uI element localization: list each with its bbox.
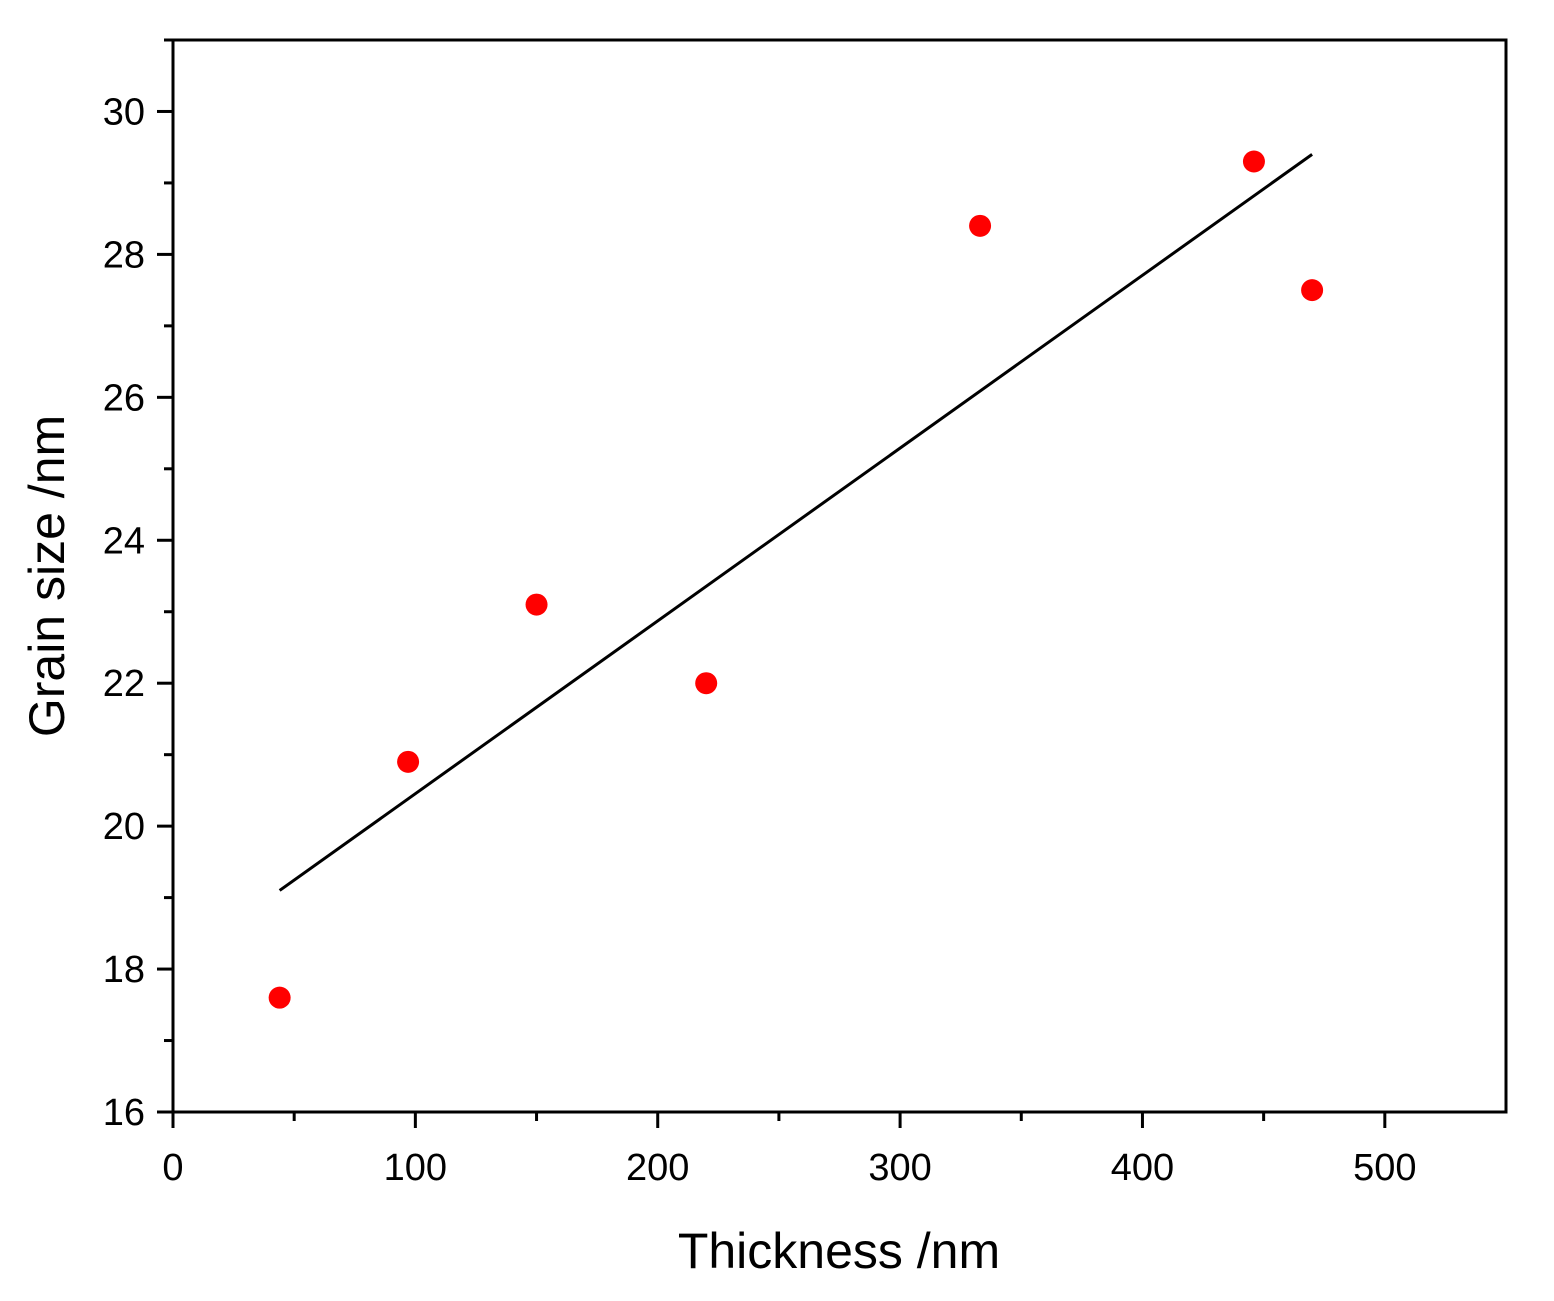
plot-frame (171, 38, 1508, 1114)
x-tick-label: 0 (162, 1147, 183, 1189)
y-tick-label: 16 (103, 1092, 145, 1134)
y-axis-title: Grain size /nm (19, 415, 75, 737)
x-tick-label: 200 (626, 1147, 689, 1189)
data-point (525, 593, 548, 616)
data-point (969, 214, 992, 237)
y-axis-tick-labels: 16 18 20 22 24 26 28 30 (103, 91, 145, 1134)
fit-line-layer (278, 153, 1313, 892)
y-tick-label: 18 (103, 949, 145, 991)
fit-line (278, 153, 1313, 892)
y-tick-label: 30 (103, 91, 145, 133)
y-tick-label: 22 (103, 663, 145, 705)
data-point (397, 750, 420, 773)
data-point (1301, 279, 1324, 302)
data-points-layer (268, 150, 1324, 1009)
y-tick-label: 24 (103, 520, 145, 562)
y-axis-ticks (157, 38, 173, 1114)
x-tick-label: 100 (384, 1147, 447, 1189)
data-point (695, 672, 718, 695)
x-axis-tick-labels: 0 100 200 300 400 500 (162, 1147, 1416, 1189)
y-tick-label: 26 (103, 377, 145, 419)
x-axis-ticks (171, 1112, 1387, 1128)
y-tick-label: 28 (103, 234, 145, 276)
y-tick-label: 20 (103, 806, 145, 848)
x-tick-label: 500 (1353, 1147, 1416, 1189)
x-axis-title: Thickness /nm (678, 1223, 1000, 1279)
x-tick-label: 400 (1111, 1147, 1174, 1189)
x-tick-label: 300 (868, 1147, 931, 1189)
data-point (1242, 150, 1265, 173)
data-point (268, 986, 291, 1009)
